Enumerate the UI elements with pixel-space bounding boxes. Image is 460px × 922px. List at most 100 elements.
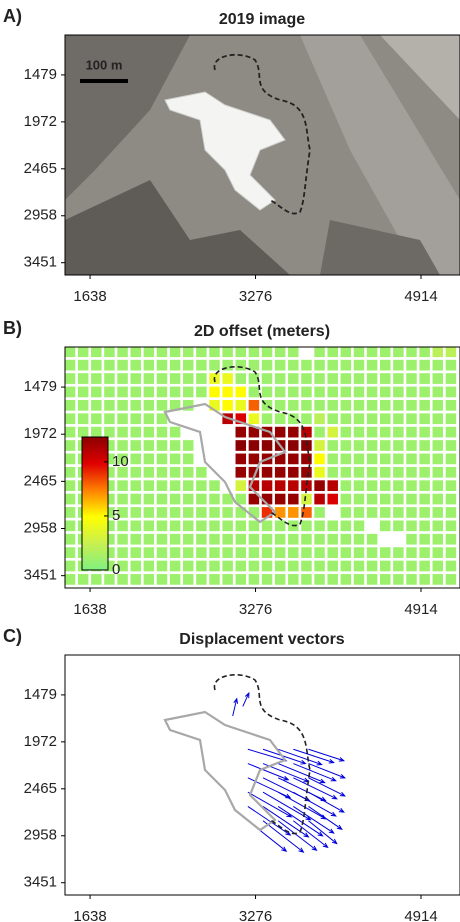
heat-cell (366, 347, 378, 358)
heat-cell (274, 359, 286, 371)
heat-cell (182, 466, 194, 478)
heat-cell (209, 547, 220, 558)
heat-cell (314, 547, 325, 558)
heat-cell (393, 466, 404, 478)
heat-cell (353, 533, 365, 545)
heat-cell (353, 493, 365, 505)
vector (293, 777, 338, 800)
heat-cell (169, 520, 181, 532)
heat-cell (393, 399, 404, 411)
heat-cell (248, 440, 260, 451)
heat-cell (222, 533, 233, 545)
heat-cell (65, 560, 76, 572)
heat-cell (156, 507, 168, 518)
heat-cell (143, 426, 155, 438)
heat-cell (301, 533, 312, 545)
heat-cell (91, 574, 102, 585)
heat-cell (117, 507, 128, 518)
heat-cell (235, 399, 247, 411)
colorbar-tick-label: 10 (112, 453, 129, 470)
heat-cell (117, 347, 128, 358)
heat-cell (130, 413, 141, 425)
heat-cell (288, 399, 299, 411)
heat-cell (379, 386, 391, 398)
vector (293, 791, 337, 817)
heat-cell (130, 547, 141, 558)
heat-cell (366, 399, 378, 411)
heat-cell (248, 574, 260, 585)
heat-cell (130, 399, 141, 411)
x-tick-label: 1638 (73, 601, 106, 618)
glacier-outline (163, 710, 287, 832)
heat-cell (143, 440, 155, 451)
heat-cell (406, 426, 417, 438)
heat-cell (445, 399, 457, 411)
heat-cell (301, 560, 312, 572)
heat-cell (104, 493, 115, 505)
heat-cell (274, 347, 286, 358)
heat-cell (143, 507, 155, 518)
heat-cell (235, 453, 247, 465)
heat-cell (314, 533, 325, 545)
heat-cell (327, 440, 338, 451)
heat-cell (432, 426, 444, 438)
heat-cell (261, 507, 273, 518)
heat-cell (65, 574, 76, 585)
heat-cell (366, 426, 378, 438)
heat-cell (209, 347, 220, 358)
heat-cell (130, 386, 141, 398)
heat-cell (340, 560, 352, 572)
heat-cell (406, 386, 417, 398)
outlines (163, 366, 311, 527)
heat-cell (248, 520, 260, 532)
heat-cell (301, 547, 312, 558)
heat-cell (196, 373, 207, 384)
heat-cell (248, 347, 260, 358)
heat-cell (445, 453, 457, 465)
heat-cell (419, 466, 430, 478)
heat-cell (406, 373, 417, 384)
heat-cell (366, 386, 378, 398)
heat-cell (406, 480, 417, 492)
chart-title: 2019 image (219, 11, 305, 28)
y-tick-label: 1479 (24, 378, 57, 395)
heat-cell (379, 399, 391, 411)
heat-cell (169, 574, 181, 585)
heat-cell (65, 547, 76, 558)
heat-cell (196, 520, 207, 532)
heat-cell (169, 466, 181, 478)
heat-cell (91, 426, 102, 438)
heat-cell (65, 453, 76, 465)
heat-cell (406, 533, 417, 545)
heat-cell (288, 547, 299, 558)
heat-cell (406, 347, 417, 358)
heat-cell (445, 359, 457, 371)
heat-cell (104, 386, 115, 398)
heat-cell (432, 386, 444, 398)
heat-cell (169, 480, 181, 492)
heat-cell (288, 413, 299, 425)
heat-cell (261, 574, 273, 585)
heat-cell (432, 560, 444, 572)
heat-cell (288, 359, 299, 371)
panel-label: B) (3, 318, 22, 338)
heat-cell (353, 386, 365, 398)
heat-cell (419, 399, 430, 411)
heat-cell (196, 359, 207, 371)
heat-cell (261, 413, 273, 425)
heat-cell (406, 493, 417, 505)
heat-cell (274, 493, 286, 505)
heat-cell (406, 466, 417, 478)
heat-cell (65, 413, 76, 425)
y-tick-label: 3451 (24, 874, 57, 891)
heat-cell (143, 386, 155, 398)
heat-cell (143, 520, 155, 532)
heat-cell (340, 493, 352, 505)
heat-cell (288, 560, 299, 572)
heat-cell (91, 373, 102, 384)
heat-cell (274, 520, 286, 532)
vector (232, 697, 239, 717)
heat-cell (419, 373, 430, 384)
heat-cell (169, 547, 181, 558)
